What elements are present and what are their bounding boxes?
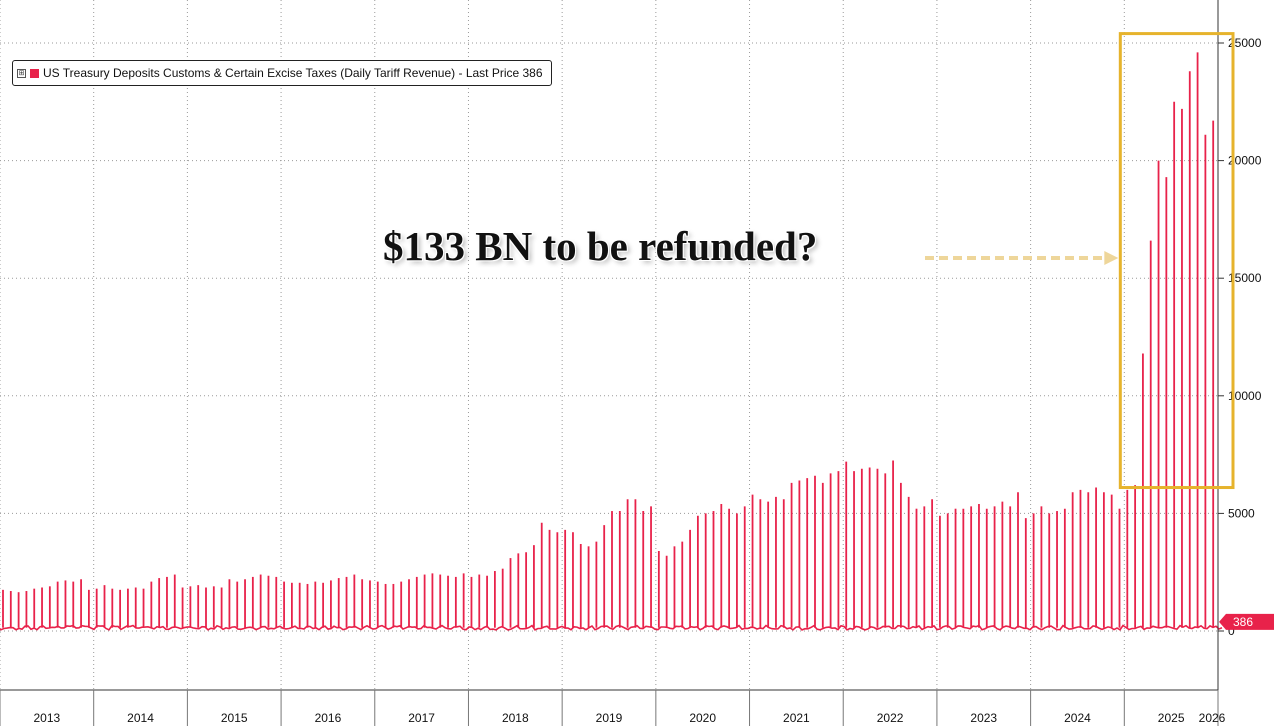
- legend-swatch: [30, 68, 39, 78]
- x-tick-label: 2024: [1064, 711, 1091, 725]
- legend-label: US Treasury Deposits Customs & Certain E…: [43, 66, 543, 80]
- x-tick-label: 2019: [596, 711, 623, 725]
- x-tick-label: 2017: [408, 711, 435, 725]
- legend-expand-icon[interactable]: ⊞: [17, 68, 26, 78]
- x-tick-label: 2022: [877, 711, 904, 725]
- last-price-label: 386: [1233, 615, 1253, 629]
- grid-lines: [0, 0, 1219, 690]
- x-tick-label: 2021: [783, 711, 810, 725]
- annotation-text: $133 BN to be refunded?: [383, 223, 818, 269]
- x-tick-label: 2020: [689, 711, 716, 725]
- x-tick-label: 2026: [1199, 711, 1226, 725]
- last-price-marker: 386: [1219, 613, 1274, 630]
- y-tick-label: 0: [1228, 624, 1235, 638]
- x-tick-label: 2018: [502, 711, 529, 725]
- legend[interactable]: ⊞ US Treasury Deposits Customs & Certain…: [12, 60, 552, 86]
- x-tick-label: 2014: [127, 711, 154, 725]
- x-tick-label: 2025: [1158, 711, 1185, 725]
- y-tick-label: 15000: [1228, 271, 1262, 285]
- highlight-box: [1118, 32, 1235, 490]
- y-tick-label: 25000: [1228, 36, 1262, 50]
- y-tick-label: 20000: [1228, 154, 1262, 168]
- x-tick-label: 2023: [970, 711, 997, 725]
- y-tick-label: 10000: [1228, 389, 1262, 403]
- y-tick-label: 5000: [1228, 506, 1255, 520]
- x-tick-label: 2016: [315, 711, 342, 725]
- highlight-annotation: [925, 32, 1235, 490]
- x-tick-label: 2015: [221, 711, 248, 725]
- x-tick-label: 2013: [33, 711, 60, 725]
- annotation-arrow-head: [1104, 251, 1119, 265]
- series-spikes: [0, 52, 1223, 631]
- last-price-tag: [1219, 613, 1274, 630]
